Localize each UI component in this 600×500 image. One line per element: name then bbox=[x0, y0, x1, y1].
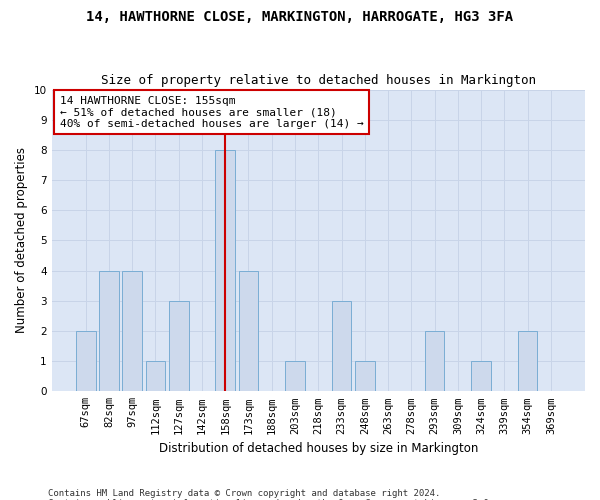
Bar bbox=[239, 270, 259, 392]
Bar bbox=[518, 331, 538, 392]
Title: Size of property relative to detached houses in Markington: Size of property relative to detached ho… bbox=[101, 74, 536, 87]
Bar bbox=[471, 361, 491, 392]
Text: Contains public sector information licensed under the Open Government Licence v3: Contains public sector information licen… bbox=[48, 498, 494, 500]
Bar bbox=[99, 270, 119, 392]
Bar bbox=[76, 331, 95, 392]
Bar bbox=[122, 270, 142, 392]
Y-axis label: Number of detached properties: Number of detached properties bbox=[15, 148, 28, 334]
Bar bbox=[425, 331, 445, 392]
Bar bbox=[355, 361, 374, 392]
X-axis label: Distribution of detached houses by size in Markington: Distribution of detached houses by size … bbox=[158, 442, 478, 455]
Bar bbox=[146, 361, 166, 392]
Text: Contains HM Land Registry data © Crown copyright and database right 2024.: Contains HM Land Registry data © Crown c… bbox=[48, 488, 440, 498]
Bar bbox=[215, 150, 235, 392]
Text: 14 HAWTHORNE CLOSE: 155sqm
← 51% of detached houses are smaller (18)
40% of semi: 14 HAWTHORNE CLOSE: 155sqm ← 51% of deta… bbox=[59, 96, 363, 129]
Bar bbox=[285, 361, 305, 392]
Text: 14, HAWTHORNE CLOSE, MARKINGTON, HARROGATE, HG3 3FA: 14, HAWTHORNE CLOSE, MARKINGTON, HARROGA… bbox=[86, 10, 514, 24]
Bar bbox=[169, 301, 188, 392]
Bar bbox=[332, 301, 352, 392]
